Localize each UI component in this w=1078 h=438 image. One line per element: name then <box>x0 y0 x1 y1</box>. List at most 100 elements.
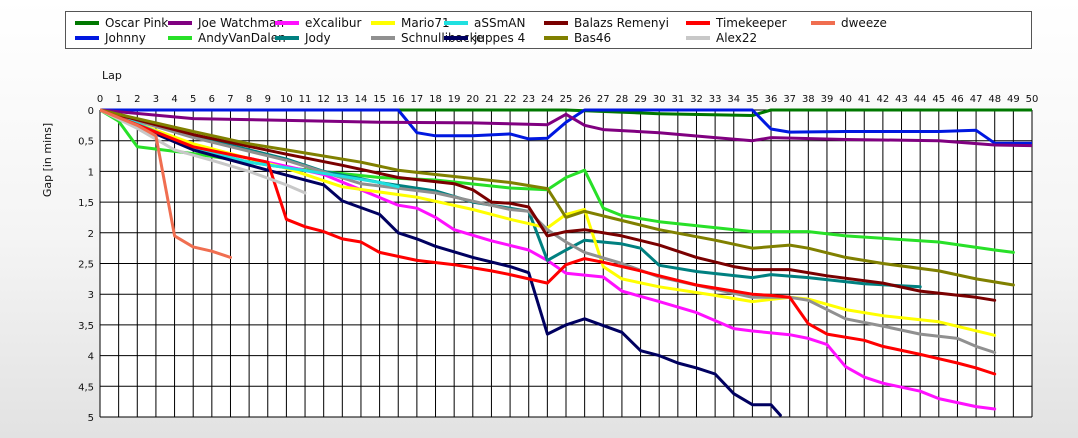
y-axis-title: Gap [in mins] <box>41 123 54 197</box>
x-tick-label: 46 <box>951 94 964 105</box>
x-tick-label: 18 <box>429 94 442 105</box>
x-tick-label: 35 <box>746 94 759 105</box>
y-tick-label: 0,5 <box>78 137 94 148</box>
legend-label: juppes 4 <box>474 31 526 45</box>
x-tick-label: 38 <box>802 94 815 105</box>
x-tick-label: 1 <box>115 94 121 105</box>
x-tick-label: 16 <box>392 94 405 105</box>
x-tick-label: 22 <box>504 94 517 105</box>
y-tick-label: 1,5 <box>78 198 94 209</box>
x-tick-label: 29 <box>634 94 647 105</box>
x-tick-label: 25 <box>560 94 573 105</box>
x-tick-label: 6 <box>209 94 215 105</box>
x-tick-label: 47 <box>970 94 983 105</box>
x-tick-label: 41 <box>858 94 871 105</box>
x-tick-label: 17 <box>411 94 424 105</box>
x-tick-label: 32 <box>690 94 703 105</box>
x-tick-label: 39 <box>821 94 834 105</box>
x-tick-label: 48 <box>988 94 1001 105</box>
legend-swatch <box>686 21 710 25</box>
legend-swatch <box>75 21 99 25</box>
legend-swatch <box>275 36 299 40</box>
x-tick-label: 28 <box>616 94 629 105</box>
x-tick-label: 30 <box>653 94 666 105</box>
series-line-andyvandalen <box>100 108 1015 254</box>
legend-label: Balazs Remenyi <box>574 16 669 30</box>
x-tick-label: 43 <box>895 94 908 105</box>
series-line-excalibur <box>100 108 997 411</box>
x-tick-label: 0 <box>97 94 103 105</box>
x-tick-label: 40 <box>839 94 852 105</box>
x-axis-title: Lap <box>102 69 122 82</box>
legend-label: Jody <box>305 31 331 45</box>
legend-swatch <box>371 21 395 25</box>
series-line-joe-watchman <box>100 108 1032 148</box>
x-tick-label: 26 <box>578 94 591 105</box>
series-line-balazs-remenyi <box>100 108 997 302</box>
legend-swatch <box>544 21 568 25</box>
series-line-alex22 <box>100 108 307 195</box>
legend-swatch <box>686 36 710 40</box>
legend-label: Mario71 <box>401 16 450 30</box>
y-tick-label: 2,5 <box>78 260 94 271</box>
x-tick-label: 31 <box>671 94 684 105</box>
legend-swatch <box>444 36 468 40</box>
x-tick-label: 42 <box>877 94 890 105</box>
legend-label: Oscar Pink <box>105 16 169 30</box>
legend-swatch <box>168 21 192 25</box>
x-tick-label: 7 <box>227 94 233 105</box>
x-tick-label: 49 <box>1007 94 1020 105</box>
x-tick-label: 11 <box>299 94 312 105</box>
legend-swatch <box>168 36 192 40</box>
x-tick-label: 24 <box>541 94 554 105</box>
series-line-johnny <box>100 108 1032 145</box>
legend-label: aSSmAN <box>474 16 526 30</box>
legend-label: Schnullibacke <box>401 31 484 45</box>
series-line-timekeeper <box>100 108 997 376</box>
x-tick-label: 27 <box>597 94 610 105</box>
x-tick-label: 14 <box>355 94 368 105</box>
series-line-mario71 <box>100 108 997 337</box>
legend-label: AndyVanDalen <box>198 31 286 45</box>
x-tick-label: 15 <box>373 94 386 105</box>
legend-label: eXcalibur <box>305 16 362 30</box>
x-tick-label: 5 <box>190 94 196 105</box>
x-tick-label: 9 <box>265 94 271 105</box>
x-tick-label: 37 <box>783 94 796 105</box>
x-tick-label: 3 <box>153 94 159 105</box>
legend-label: Johnny <box>105 31 146 45</box>
legend-label: dweeze <box>841 16 887 30</box>
x-tick-label: 19 <box>448 94 461 105</box>
legend-swatch <box>75 36 99 40</box>
x-tick-label: 2 <box>134 94 140 105</box>
legend-swatch <box>371 36 395 40</box>
x-tick-label: 34 <box>727 94 740 105</box>
x-tick-label: 44 <box>914 94 927 105</box>
y-tick-label: 2 <box>88 229 94 240</box>
legend-swatch <box>544 36 568 40</box>
y-tick-label: 3 <box>88 290 94 301</box>
legend-label: Bas46 <box>574 31 612 45</box>
y-tick-label: 5 <box>88 413 94 424</box>
x-tick-label: 8 <box>246 94 252 105</box>
y-tick-label: 4,5 <box>78 382 94 393</box>
x-tick-label: 12 <box>317 94 330 105</box>
x-tick-label: 45 <box>932 94 945 105</box>
x-tick-label: 10 <box>280 94 293 105</box>
legend-swatch <box>275 21 299 25</box>
y-tick-label: 4 <box>88 352 94 363</box>
x-tick-label: 36 <box>765 94 778 105</box>
chart-legend: Oscar Pink Johnny Joe Watchman AndyVanDalen… <box>65 11 1032 49</box>
x-tick-label: 21 <box>485 94 498 105</box>
legend-swatch <box>444 21 468 25</box>
y-tick-label: 0 <box>88 106 94 117</box>
legend-swatch <box>811 21 835 25</box>
legend-label: Alex22 <box>716 31 758 45</box>
x-tick-label: 20 <box>466 94 479 105</box>
legend-label: Joe Watchman <box>198 16 285 30</box>
series-line-juppes-4 <box>100 108 782 417</box>
series-line-bas46 <box>100 108 1015 287</box>
x-tick-label: 13 <box>336 94 349 105</box>
series-line-dweeze <box>100 108 232 259</box>
